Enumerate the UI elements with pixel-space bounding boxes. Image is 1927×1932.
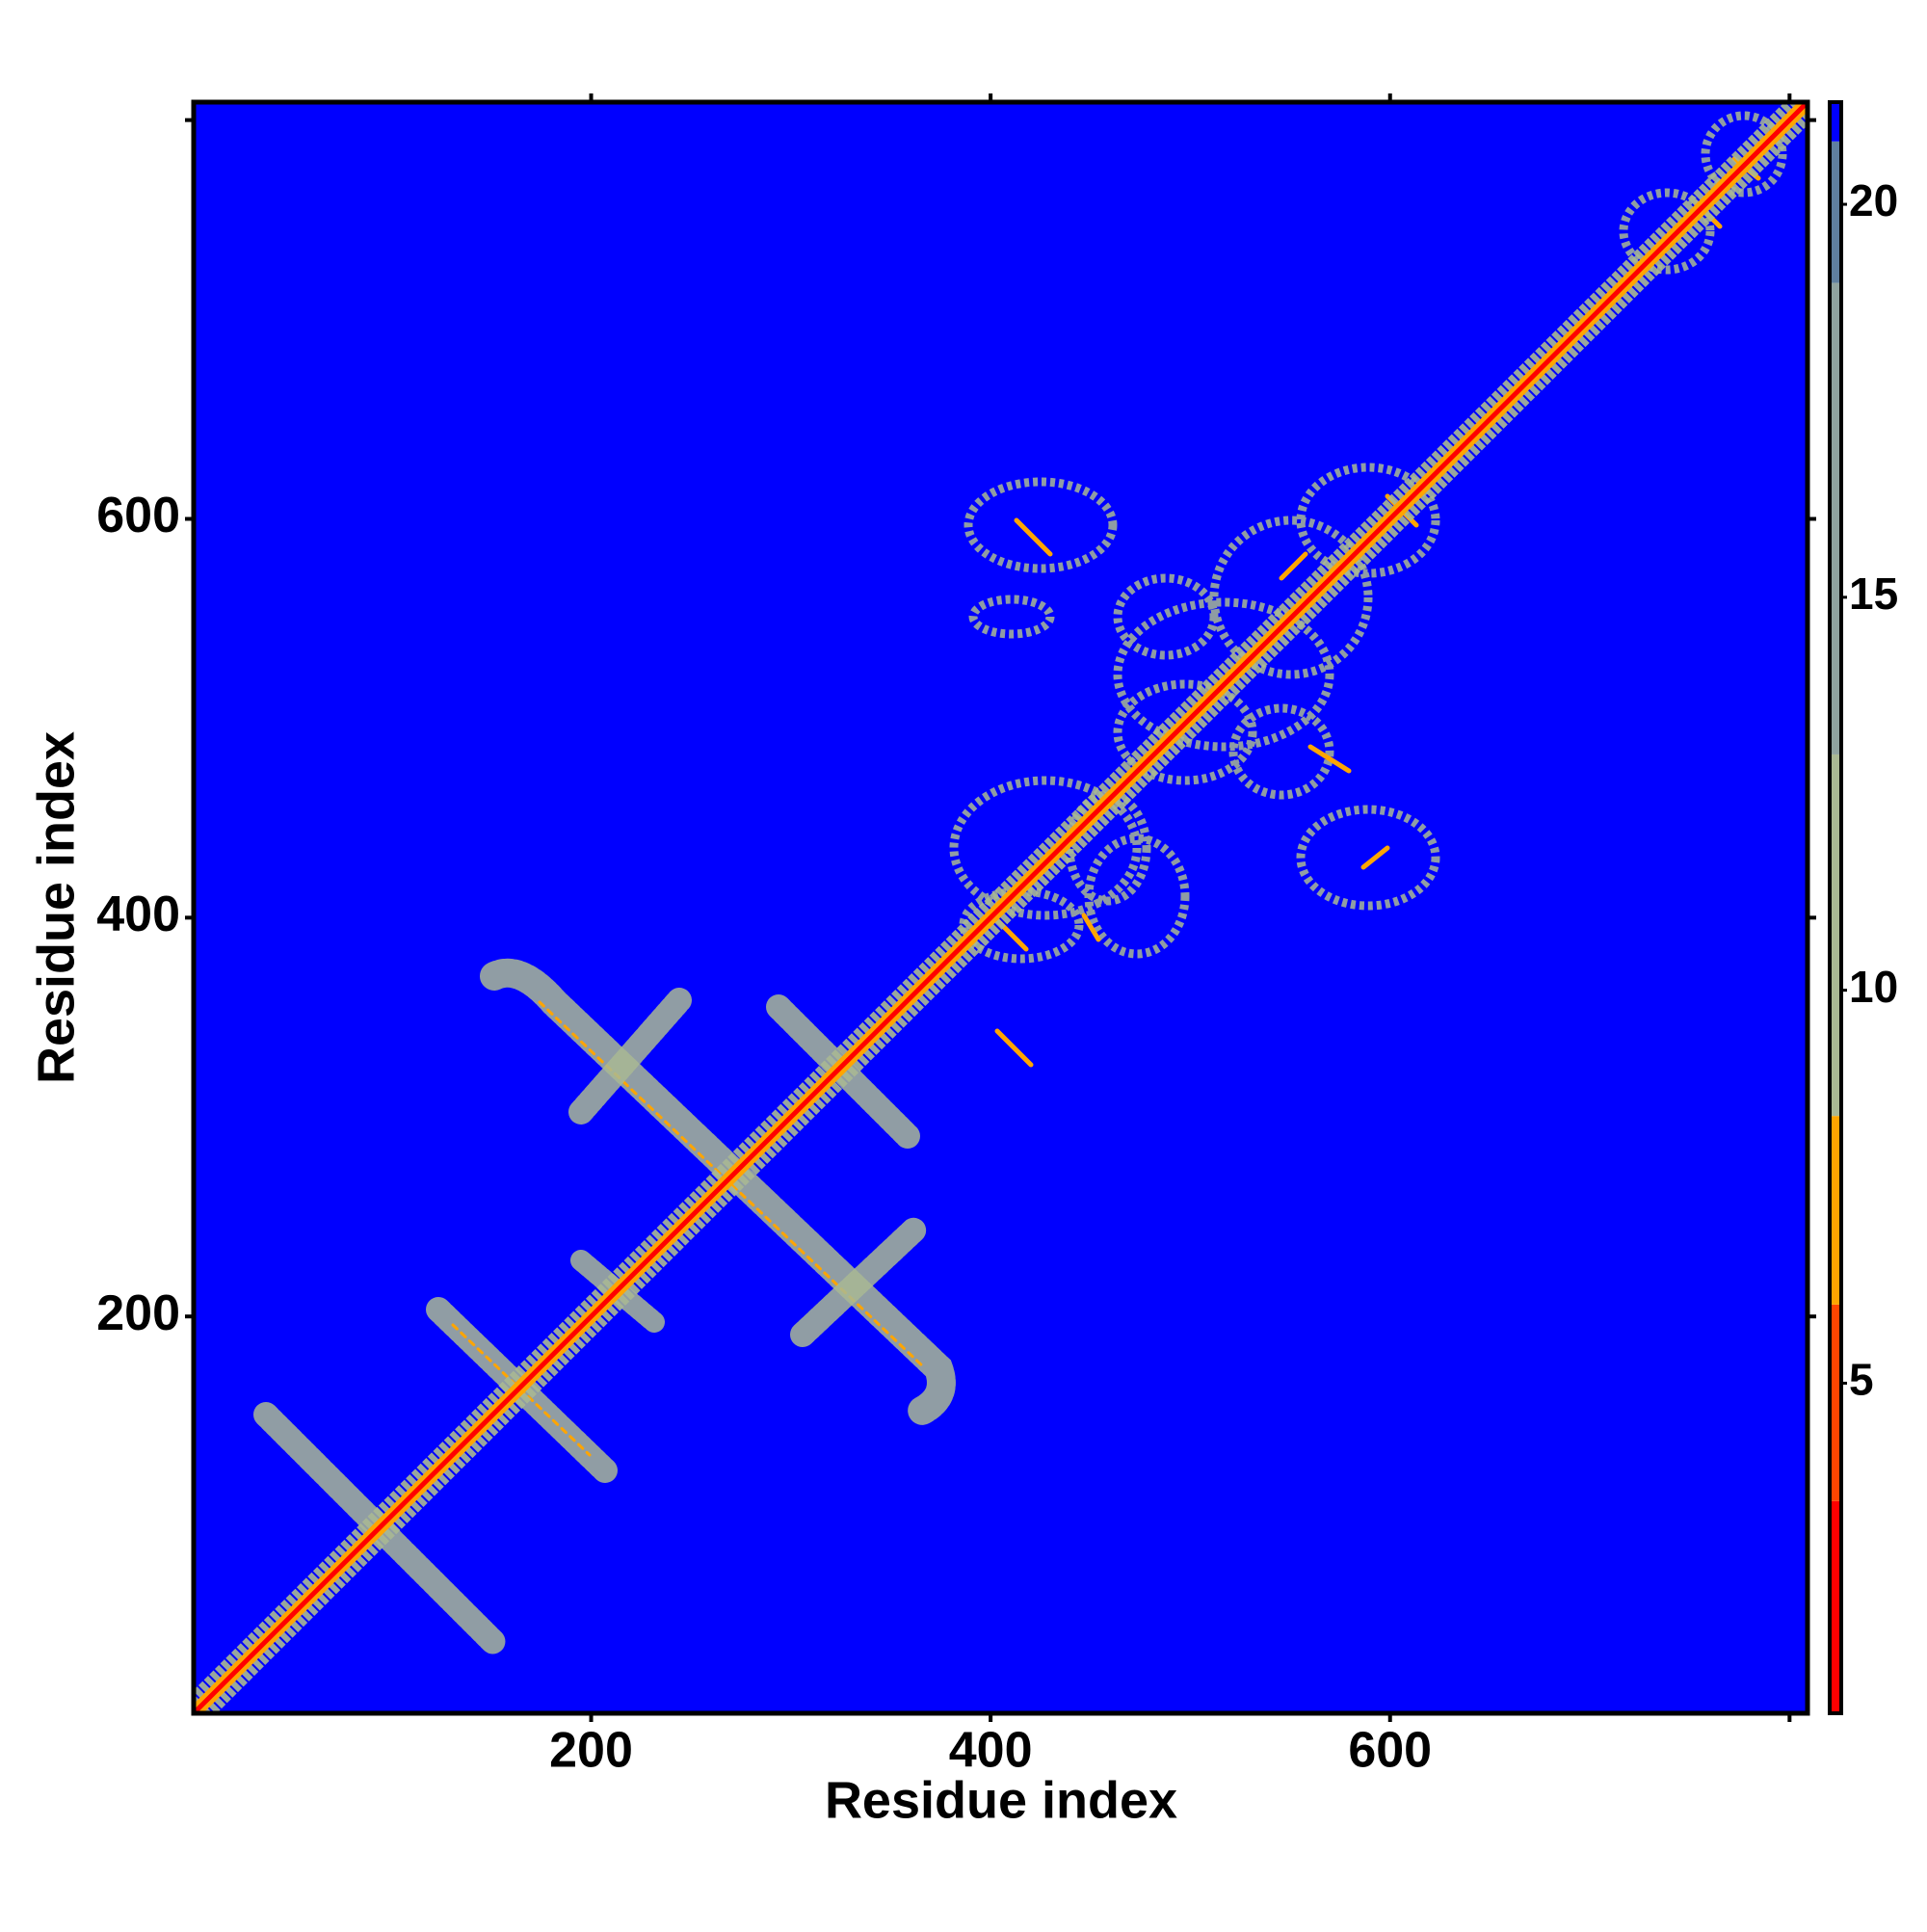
colorbar-band (1830, 1116, 1841, 1305)
colorbar-band (1830, 102, 1841, 142)
colorbar-tick-label: 15 (1849, 569, 1898, 619)
x-tick-label: 200 (549, 1723, 633, 1779)
y-tick-label: 400 (96, 887, 180, 942)
colorbar-band (1830, 1500, 1841, 1713)
x-tick-label: 400 (949, 1723, 1033, 1779)
y-axis-title: Residue index (27, 731, 85, 1084)
plot-frame (191, 99, 1810, 1716)
colorbar: 5 10 15 20 (1828, 100, 1898, 1715)
contact-cloud (949, 111, 1787, 964)
colorbar-tick-label: 5 (1849, 1355, 1874, 1405)
contact-features (194, 102, 1808, 1713)
colorbar-tick-label: 10 (1849, 962, 1898, 1012)
x-axis-title: Residue index (825, 1771, 1177, 1829)
colorbar-band (1830, 1304, 1841, 1501)
x-tick-label: 600 (1348, 1723, 1432, 1779)
y-tick-label: 600 (96, 488, 180, 543)
colorbar-band (1830, 282, 1841, 754)
colorbar-band (1830, 141, 1841, 283)
colorbar-tick-label: 20 (1849, 175, 1898, 225)
y-tick-label: 200 (96, 1285, 180, 1341)
diagonal (194, 102, 1808, 1713)
axes: 200 400 600 200 400 600 (96, 93, 1816, 1779)
colorbar-frame (1828, 100, 1843, 1715)
colorbar-band (1830, 754, 1841, 1117)
